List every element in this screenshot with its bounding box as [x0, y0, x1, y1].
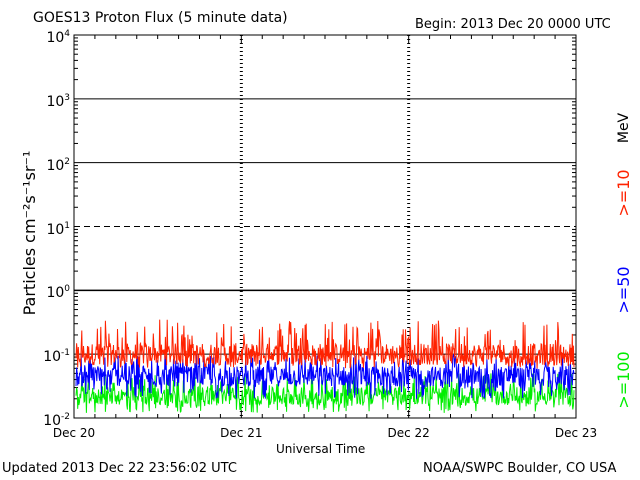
x-tick-label: Dec 23 — [554, 426, 598, 440]
series-line — [75, 319, 575, 369]
y-tick-label: 10-2 — [43, 412, 70, 429]
data-source: NOAA/SWPC Boulder, CO USA — [423, 461, 617, 476]
series-line — [75, 373, 575, 413]
y-tick-label: 100 — [46, 284, 70, 302]
x-tick-label: Dec 22 — [387, 426, 430, 440]
legend-series-gt10: >=10 — [614, 169, 633, 217]
series-gt10-trace — [75, 319, 575, 369]
updated-timestamp: Updated 2013 Dec 22 23:56:02 UTC — [2, 461, 237, 476]
x-tick-label: Dec 20 — [52, 426, 96, 440]
x-tick-label: Dec 21 — [220, 426, 263, 440]
y-tick-label: 104 — [46, 29, 70, 46]
chart-title: GOES13 Proton Flux (5 minute data) — [33, 10, 288, 26]
y-tick-label: 102 — [46, 156, 70, 174]
x-axis-label: Universal Time — [276, 442, 366, 456]
series-line — [75, 353, 575, 399]
y-tick-label: 10-1 — [43, 348, 70, 366]
y-tick-label: 103 — [46, 92, 70, 110]
series-gt100-trace — [75, 373, 575, 413]
legend-series-gt50: >=50 — [614, 266, 633, 314]
legend-unit: MeV — [616, 112, 632, 144]
y-tick-label: 101 — [46, 220, 70, 238]
y-axis-label: Particles cm⁻²s⁻¹sr⁻¹ — [20, 150, 39, 316]
begin-time: Begin: 2013 Dec 20 0000 UTC — [415, 17, 611, 32]
series-gt50-trace — [75, 353, 575, 399]
legend-series-gt100: >=100 — [614, 351, 633, 409]
